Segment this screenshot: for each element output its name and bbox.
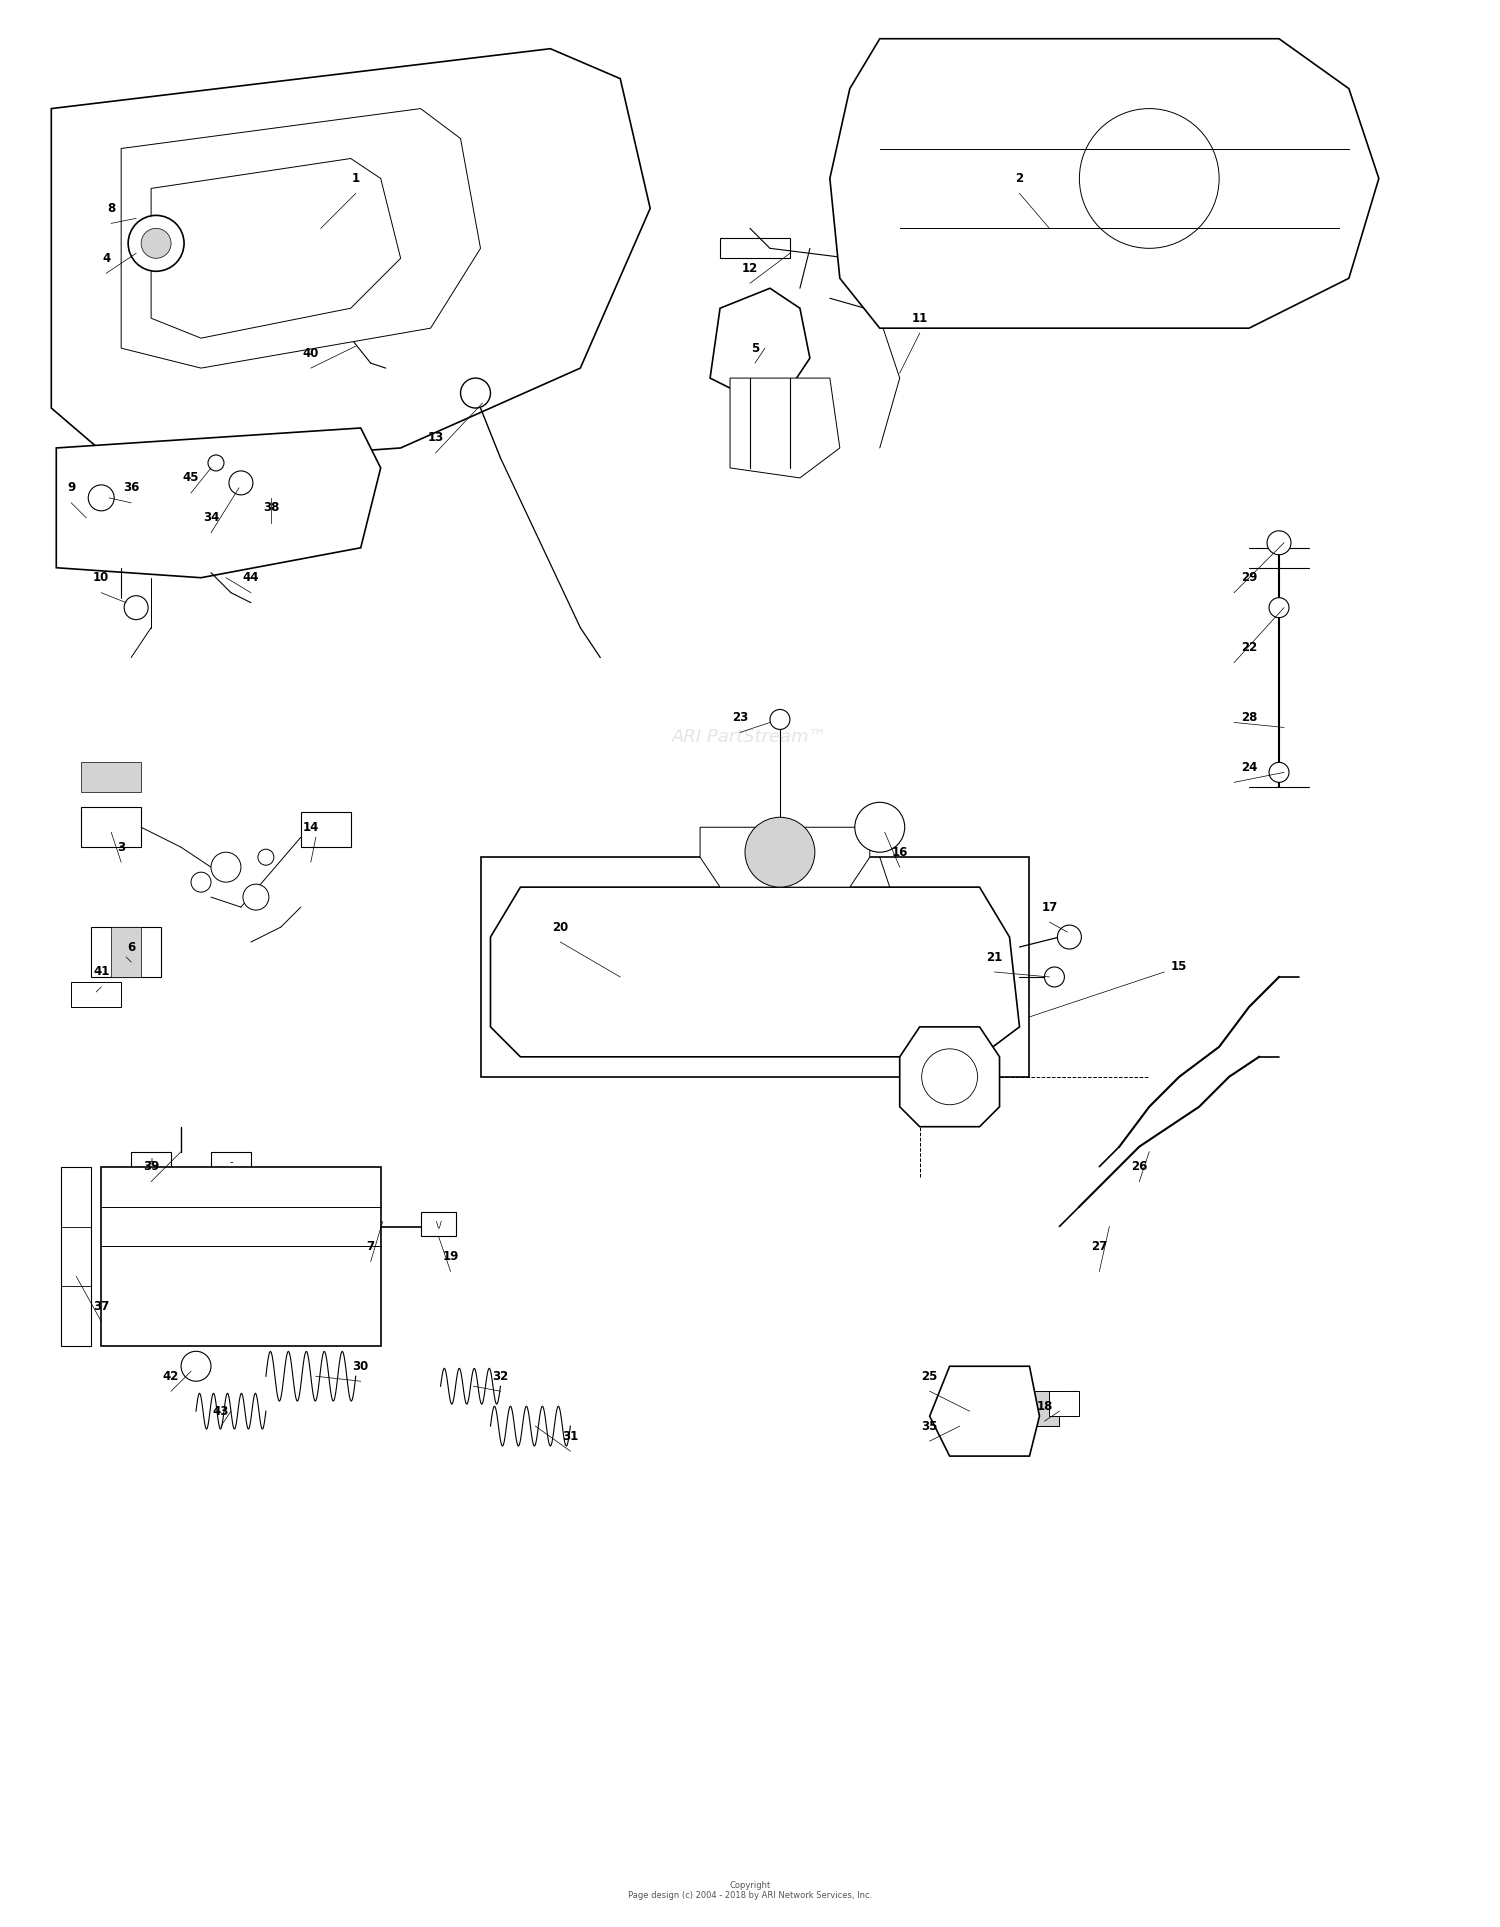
Text: 13: 13: [427, 432, 444, 445]
Circle shape: [770, 709, 790, 730]
Bar: [130, 1152, 171, 1172]
Circle shape: [211, 852, 242, 883]
Text: 34: 34: [202, 511, 219, 524]
Circle shape: [190, 873, 211, 892]
Bar: [720, 239, 790, 258]
Circle shape: [855, 802, 904, 852]
Circle shape: [460, 378, 490, 409]
Circle shape: [1044, 967, 1065, 987]
Circle shape: [124, 595, 148, 620]
Circle shape: [243, 884, 268, 910]
Text: 6: 6: [128, 940, 135, 954]
Polygon shape: [122, 108, 480, 368]
Text: 23: 23: [732, 711, 748, 725]
Text: 2: 2: [1016, 172, 1023, 185]
Bar: [420, 1212, 456, 1237]
Polygon shape: [700, 827, 870, 886]
Text: 3: 3: [117, 840, 124, 854]
Text: 7: 7: [366, 1239, 375, 1253]
Text: 9: 9: [68, 482, 75, 495]
Bar: [480, 858, 1029, 1077]
Polygon shape: [930, 1366, 1040, 1457]
Text: 19: 19: [442, 1251, 459, 1262]
Circle shape: [746, 817, 814, 886]
Text: 29: 29: [1240, 570, 1257, 584]
Bar: [62, 1166, 92, 1347]
Bar: [100, 1166, 381, 1347]
Text: 38: 38: [262, 501, 279, 515]
Circle shape: [921, 1048, 978, 1104]
Text: 24: 24: [1240, 761, 1257, 775]
Text: 43: 43: [213, 1405, 230, 1418]
Text: 22: 22: [1240, 642, 1257, 653]
Text: 1: 1: [351, 172, 360, 185]
Polygon shape: [730, 378, 840, 478]
Text: 26: 26: [1131, 1160, 1148, 1174]
Bar: [111, 927, 141, 977]
Bar: [302, 813, 351, 848]
Bar: [92, 927, 160, 977]
Text: 32: 32: [492, 1370, 508, 1384]
Text: 42: 42: [164, 1370, 180, 1384]
Bar: [81, 763, 141, 792]
Text: +: +: [147, 1156, 154, 1166]
Bar: [81, 807, 141, 848]
Text: 41: 41: [93, 965, 110, 979]
Circle shape: [1269, 597, 1288, 619]
Circle shape: [230, 470, 254, 495]
Text: 21: 21: [987, 950, 1002, 964]
Circle shape: [1268, 530, 1292, 555]
Bar: [1050, 1391, 1080, 1416]
Text: 20: 20: [552, 921, 568, 933]
Bar: [72, 983, 122, 1008]
Text: \/: \/: [435, 1220, 441, 1229]
Text: 39: 39: [142, 1160, 159, 1174]
Circle shape: [182, 1351, 212, 1382]
Circle shape: [1080, 108, 1220, 249]
Text: 16: 16: [891, 846, 908, 859]
Text: 5: 5: [752, 341, 759, 355]
Text: 31: 31: [562, 1430, 579, 1443]
Text: 11: 11: [912, 312, 928, 324]
Text: 4: 4: [102, 252, 111, 264]
Text: 40: 40: [303, 347, 320, 360]
Circle shape: [88, 486, 114, 511]
Text: 44: 44: [243, 570, 260, 584]
Text: 28: 28: [1240, 711, 1257, 725]
Text: ARI PartStream™: ARI PartStream™: [672, 728, 828, 746]
Circle shape: [258, 850, 274, 865]
Text: 15: 15: [1172, 960, 1188, 973]
Polygon shape: [900, 1027, 999, 1127]
Text: 8: 8: [106, 202, 116, 216]
Text: 27: 27: [1090, 1239, 1107, 1253]
Text: 36: 36: [123, 482, 140, 495]
Text: 17: 17: [1041, 900, 1058, 913]
Circle shape: [128, 216, 184, 272]
Polygon shape: [57, 428, 381, 578]
Text: 25: 25: [921, 1370, 938, 1384]
Bar: [211, 1152, 250, 1172]
Text: Copyright
Page design (c) 2004 - 2018 by ARI Network Services, Inc.: Copyright Page design (c) 2004 - 2018 by…: [628, 1881, 872, 1900]
Text: 30: 30: [352, 1360, 369, 1372]
Text: -: -: [230, 1156, 232, 1166]
Text: 18: 18: [1036, 1399, 1053, 1412]
Circle shape: [1269, 763, 1288, 782]
Circle shape: [209, 455, 224, 470]
Polygon shape: [152, 158, 400, 337]
Circle shape: [1058, 925, 1082, 948]
Text: 14: 14: [303, 821, 320, 834]
Text: 45: 45: [183, 472, 200, 484]
Text: 12: 12: [742, 262, 758, 276]
Bar: [1020, 1391, 1059, 1426]
Text: 37: 37: [93, 1301, 110, 1312]
Text: 10: 10: [93, 570, 110, 584]
Polygon shape: [710, 289, 810, 399]
Circle shape: [141, 229, 171, 258]
Polygon shape: [830, 39, 1378, 328]
Text: 35: 35: [921, 1420, 938, 1432]
Polygon shape: [51, 48, 650, 468]
Polygon shape: [490, 886, 1020, 1056]
